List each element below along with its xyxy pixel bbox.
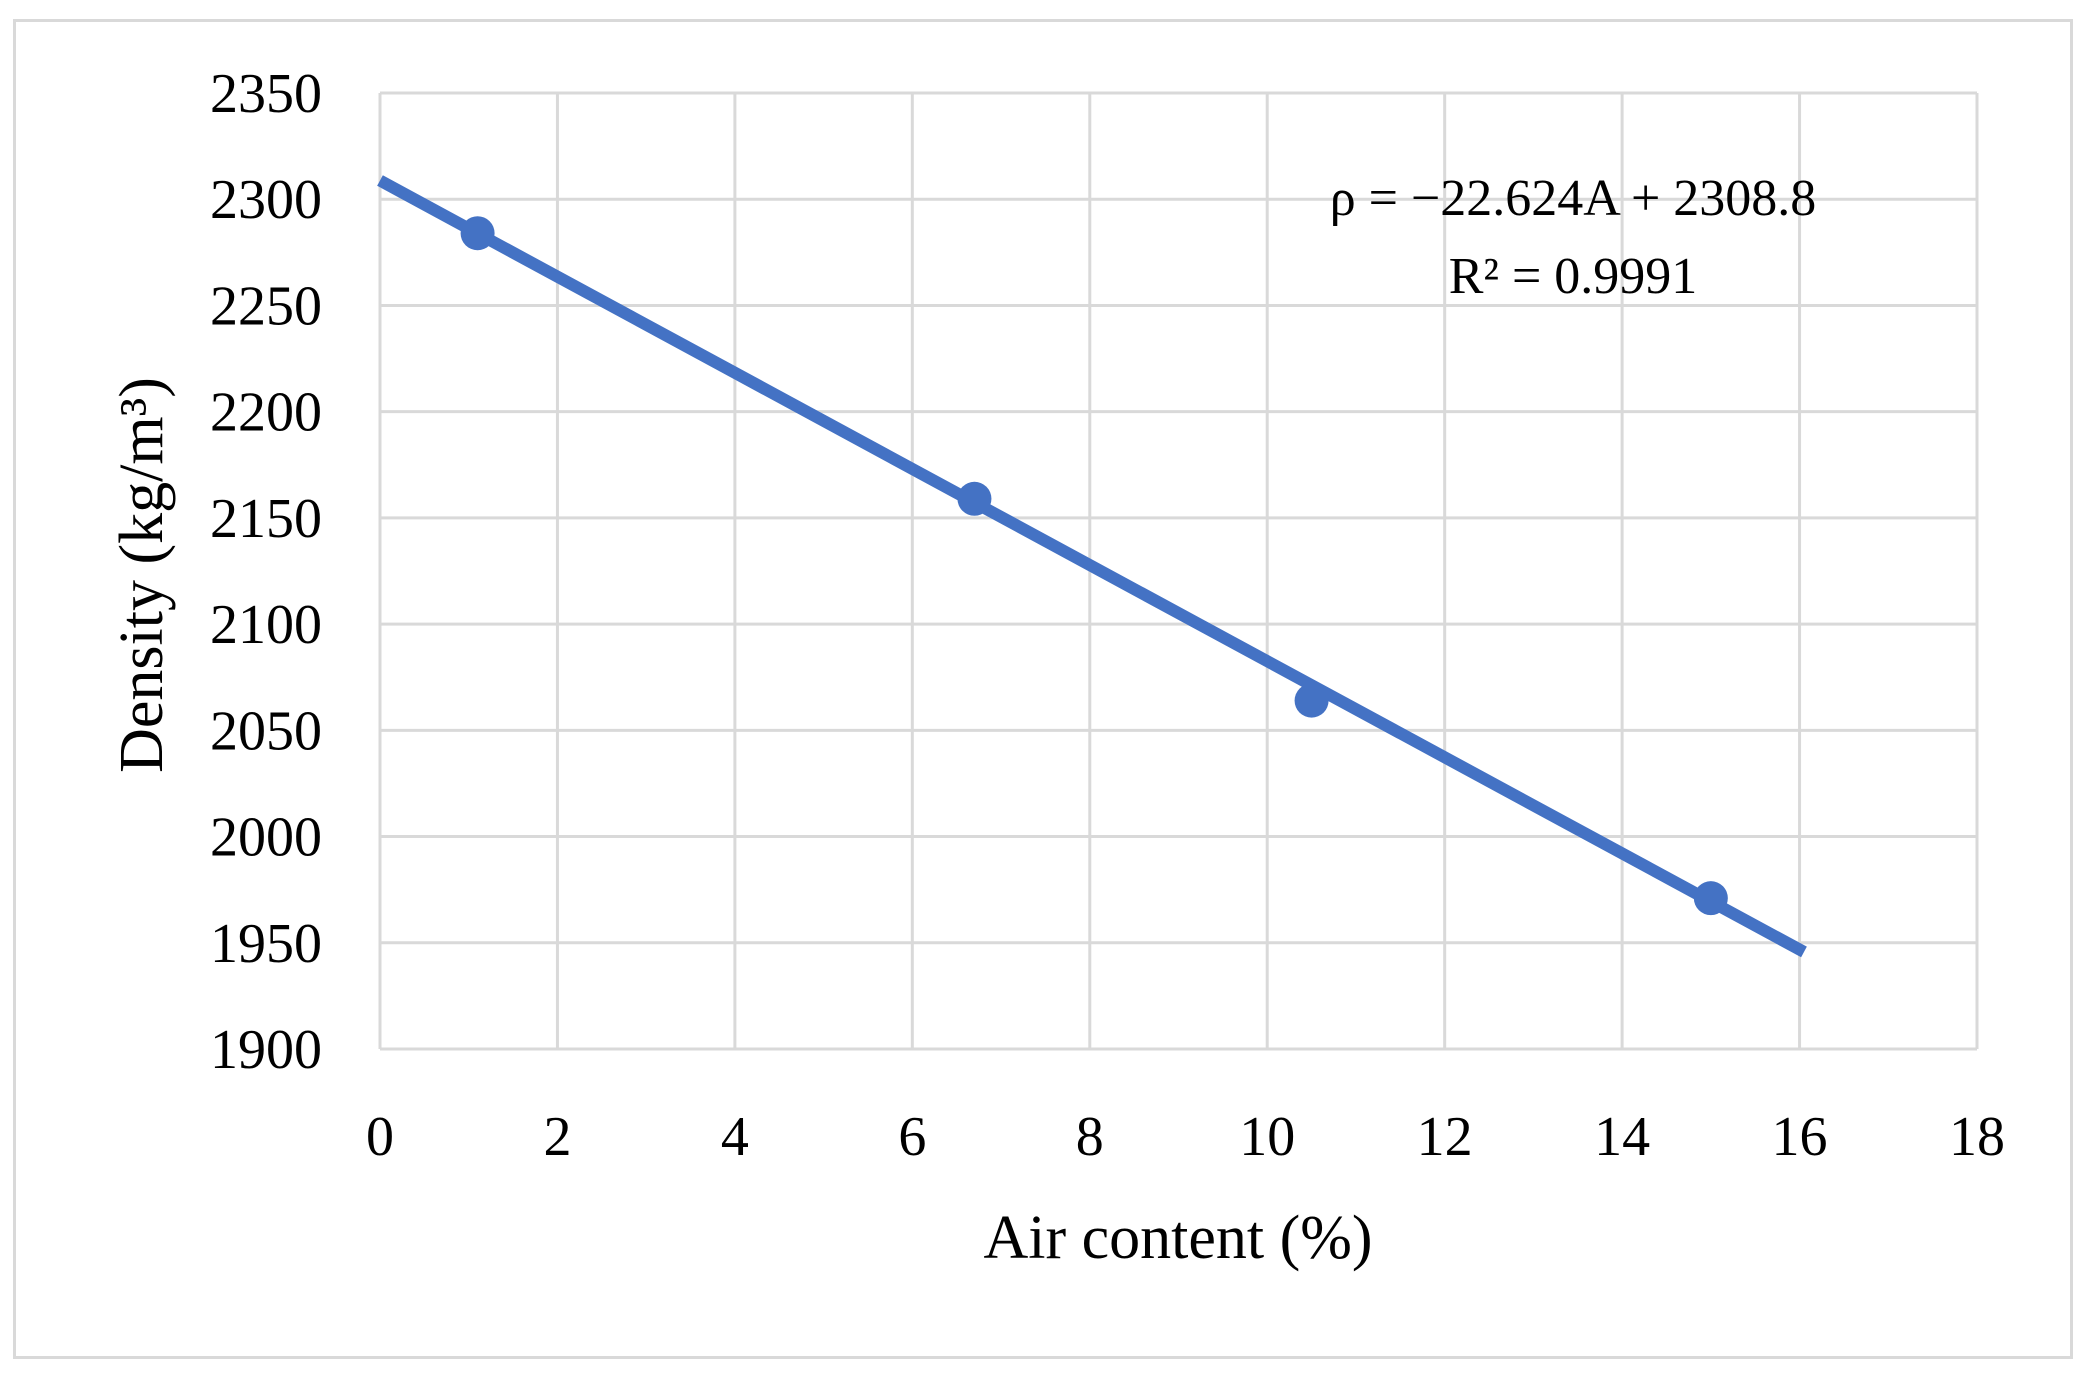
- y-tick-label: 1950: [210, 913, 322, 975]
- trendline-equation: ρ = −22.624A + 2308.8: [1330, 170, 1817, 227]
- x-axis-tick-labels: 0 2 4 6 8 10 12 14 16 18: [366, 1106, 2005, 1168]
- vertical-gridlines: [378, 93, 1979, 1049]
- x-tick-label: 0: [366, 1106, 394, 1168]
- y-tick-label: 1900: [210, 1019, 322, 1081]
- trendline: [377, 175, 1807, 958]
- data-point: [1693, 881, 1728, 916]
- y-tick-label: 2000: [210, 807, 322, 869]
- data-point: [460, 216, 495, 251]
- y-axis-title: Density (kg/m³): [108, 377, 176, 773]
- x-tick-label: 18: [1949, 1106, 2005, 1168]
- x-tick-label: 14: [1594, 1106, 1650, 1168]
- x-tick-label: 16: [1772, 1106, 1828, 1168]
- trendline-group: [377, 175, 1807, 958]
- y-tick-label: 2250: [210, 275, 322, 337]
- data-point: [957, 481, 992, 516]
- r-squared-label: R² = 0.9991: [1449, 248, 1698, 305]
- x-tick-label: 12: [1417, 1106, 1473, 1168]
- y-axis-tick-labels: 1900 1950 2000 2050 2100 2150 2200 2250 2300 2350: [210, 63, 322, 1081]
- y-tick-label: 2100: [210, 594, 322, 656]
- x-tick-label: 4: [721, 1106, 749, 1168]
- data-points: [460, 216, 1728, 916]
- y-tick-label: 2300: [210, 169, 322, 231]
- x-axis-title: Air content (%): [983, 1204, 1372, 1272]
- chart-frame: [13, 19, 2073, 1359]
- y-tick-label: 2050: [210, 700, 322, 762]
- y-tick-label: 2350: [210, 63, 322, 125]
- x-tick-label: 2: [543, 1106, 571, 1168]
- y-tick-label: 2200: [210, 382, 322, 444]
- x-tick-label: 6: [898, 1106, 926, 1168]
- x-tick-label: 10: [1239, 1106, 1295, 1168]
- x-tick-label: 8: [1076, 1106, 1104, 1168]
- y-tick-label: 2150: [210, 488, 322, 550]
- horizontal-gridlines: [380, 91, 1977, 1051]
- data-point: [1294, 683, 1329, 718]
